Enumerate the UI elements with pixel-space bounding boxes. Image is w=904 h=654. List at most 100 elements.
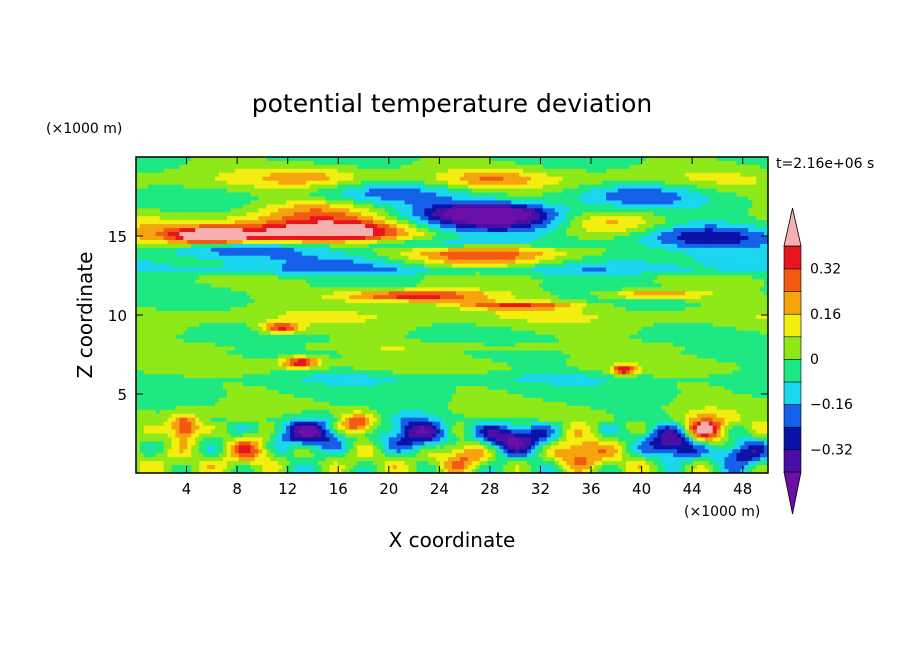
field-cell (413, 260, 418, 265)
field-cell (495, 197, 500, 202)
field-cell (653, 193, 658, 198)
field-cell (495, 193, 500, 198)
field-cell (416, 165, 421, 170)
field-cell (610, 240, 615, 245)
field-cell (523, 268, 528, 273)
field-cell (199, 173, 204, 178)
field-cell (642, 268, 647, 273)
field-cell (705, 193, 710, 198)
field-cell (207, 193, 212, 198)
field-cell (503, 248, 508, 253)
field-cell (164, 216, 169, 221)
field-cell (310, 224, 315, 229)
field-cell (744, 240, 749, 245)
field-cell (156, 197, 161, 202)
field-cell (626, 173, 631, 178)
field-cell (258, 264, 263, 269)
field-cell (420, 216, 425, 221)
field-cell (650, 276, 655, 281)
field-cell (381, 256, 386, 261)
field-cell (578, 165, 583, 170)
field-cell (527, 181, 532, 186)
field-cell (610, 248, 615, 253)
field-cell (602, 220, 607, 225)
field-cell (602, 173, 607, 178)
field-cell (456, 268, 461, 273)
field-cell (416, 256, 421, 261)
field-cell (148, 252, 153, 257)
field-cell (341, 216, 346, 221)
field-cell (606, 216, 611, 221)
field-cell (535, 208, 540, 213)
field-cell (618, 224, 623, 229)
field-cell (389, 260, 394, 265)
field-cell (590, 200, 595, 205)
field-cell (701, 212, 706, 217)
field-cell (413, 181, 418, 186)
field-cell (436, 244, 441, 249)
field-cell (160, 193, 165, 198)
field-cell (160, 236, 165, 241)
field-cell (172, 256, 177, 261)
field-cell (191, 248, 196, 253)
field-cell (642, 224, 647, 229)
field-cell (594, 268, 599, 273)
field-cell (689, 224, 694, 229)
field-cell (571, 197, 576, 202)
field-cell (748, 264, 753, 269)
field-cell (195, 204, 200, 209)
field-cell (602, 193, 607, 198)
field-cell (389, 165, 394, 170)
field-cell (598, 272, 603, 277)
field-cell (318, 220, 323, 225)
field-cell (543, 252, 548, 257)
field-cell (377, 173, 382, 178)
field-cell (255, 244, 260, 249)
field-cell (586, 264, 591, 269)
field-cell (156, 165, 161, 170)
field-cell (290, 185, 295, 190)
field-cell (681, 169, 686, 174)
field-cell (401, 276, 406, 281)
field-cell (156, 161, 161, 166)
field-cell (495, 173, 500, 178)
field-cell (725, 272, 730, 277)
field-cell (219, 220, 224, 225)
field-cell (559, 224, 564, 229)
field-cell (618, 165, 623, 170)
field-cell (618, 161, 623, 166)
field-cell (337, 232, 342, 237)
field-cell (258, 165, 263, 170)
field-cell (203, 240, 208, 245)
field-cell (492, 173, 497, 178)
field-cell (571, 181, 576, 186)
field-cell (373, 212, 378, 217)
field-cell (440, 272, 445, 277)
field-cell (231, 279, 236, 284)
field-cell (258, 193, 263, 198)
field-cell (756, 256, 761, 261)
field-cell (160, 177, 165, 182)
field-cell (286, 232, 291, 237)
field-cell (567, 240, 572, 245)
field-cell (290, 161, 295, 166)
field-cell (195, 240, 200, 245)
field-cell (298, 161, 303, 166)
field-cell (571, 236, 576, 241)
field-cell (172, 236, 177, 241)
field-cell (740, 264, 745, 269)
field-cell (488, 276, 493, 281)
field-cell (357, 232, 362, 237)
field-cell (156, 272, 161, 277)
field-cell (278, 224, 283, 229)
field-cell (642, 204, 647, 209)
field-cell (713, 240, 718, 245)
field-cell (168, 177, 173, 182)
field-cell (176, 197, 181, 202)
field-cell (527, 236, 532, 241)
field-cell (515, 240, 520, 245)
field-cell (717, 169, 722, 174)
field-cell (638, 193, 643, 198)
field-cell (555, 189, 560, 194)
field-cell (563, 232, 568, 237)
